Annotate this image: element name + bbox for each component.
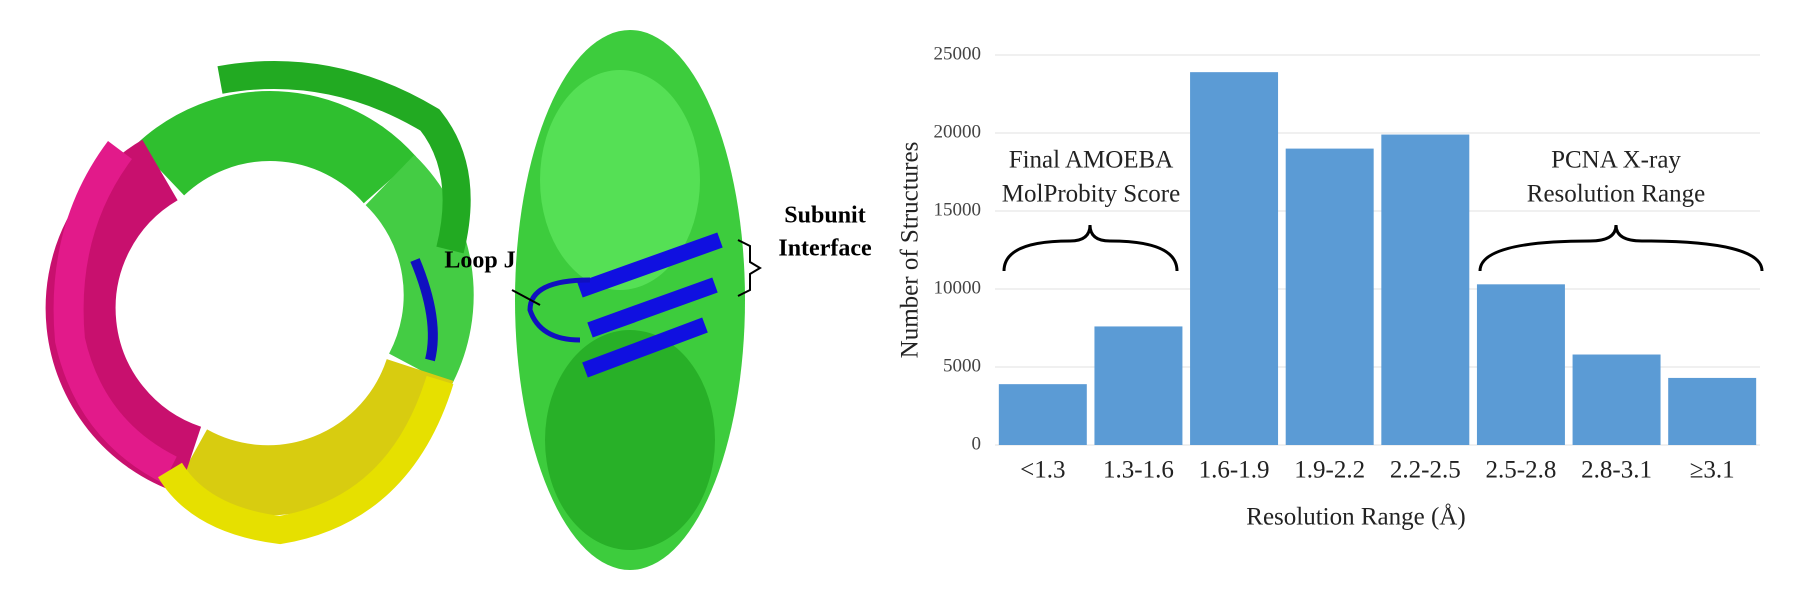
brace bbox=[1002, 224, 1179, 272]
x-tick-label: ≥3.1 bbox=[1690, 457, 1735, 484]
annotation: MolProbity Score bbox=[1002, 181, 1180, 208]
x-tick-label: 2.5-2.8 bbox=[1486, 457, 1557, 484]
y-tick-label: 15000 bbox=[934, 199, 982, 220]
brace bbox=[1478, 224, 1764, 272]
bar bbox=[1190, 72, 1279, 445]
y-tick-label: 25000 bbox=[934, 43, 982, 64]
ring-structure bbox=[45, 61, 474, 545]
bar bbox=[1668, 377, 1757, 445]
bar bbox=[1476, 284, 1565, 445]
interface-label: Subunit bbox=[784, 203, 865, 229]
x-axis-title: Resolution Range (Å) bbox=[1246, 504, 1465, 531]
bar bbox=[1285, 148, 1374, 445]
bar bbox=[1094, 326, 1183, 445]
y-tick-label: 0 bbox=[972, 433, 982, 454]
annotation: Final AMOEBA bbox=[1009, 147, 1174, 174]
x-tick-label: 1.3-1.6 bbox=[1103, 457, 1174, 484]
y-tick-label: 10000 bbox=[934, 277, 982, 298]
x-tick-label: 2.8-3.1 bbox=[1581, 457, 1652, 484]
annotation: Resolution Range bbox=[1527, 181, 1705, 208]
x-tick-label: 1.6-1.9 bbox=[1199, 457, 1270, 484]
side-structure bbox=[511, 30, 762, 570]
annotation: PCNA X-ray bbox=[1551, 147, 1681, 174]
bar bbox=[998, 384, 1087, 445]
x-tick-label: <1.3 bbox=[1020, 457, 1065, 484]
bar bbox=[1572, 354, 1661, 445]
y-tick-label: 20000 bbox=[934, 121, 982, 142]
x-tick-label: 1.9-2.2 bbox=[1294, 457, 1365, 484]
interface-label: Interface bbox=[778, 236, 872, 262]
loop-label: Loop J bbox=[444, 248, 515, 274]
x-tick-label: 2.2-2.5 bbox=[1390, 457, 1461, 484]
y-axis-title: Number of Structures bbox=[897, 142, 924, 359]
y-tick-label: 5000 bbox=[943, 355, 981, 376]
bar bbox=[1381, 134, 1470, 445]
